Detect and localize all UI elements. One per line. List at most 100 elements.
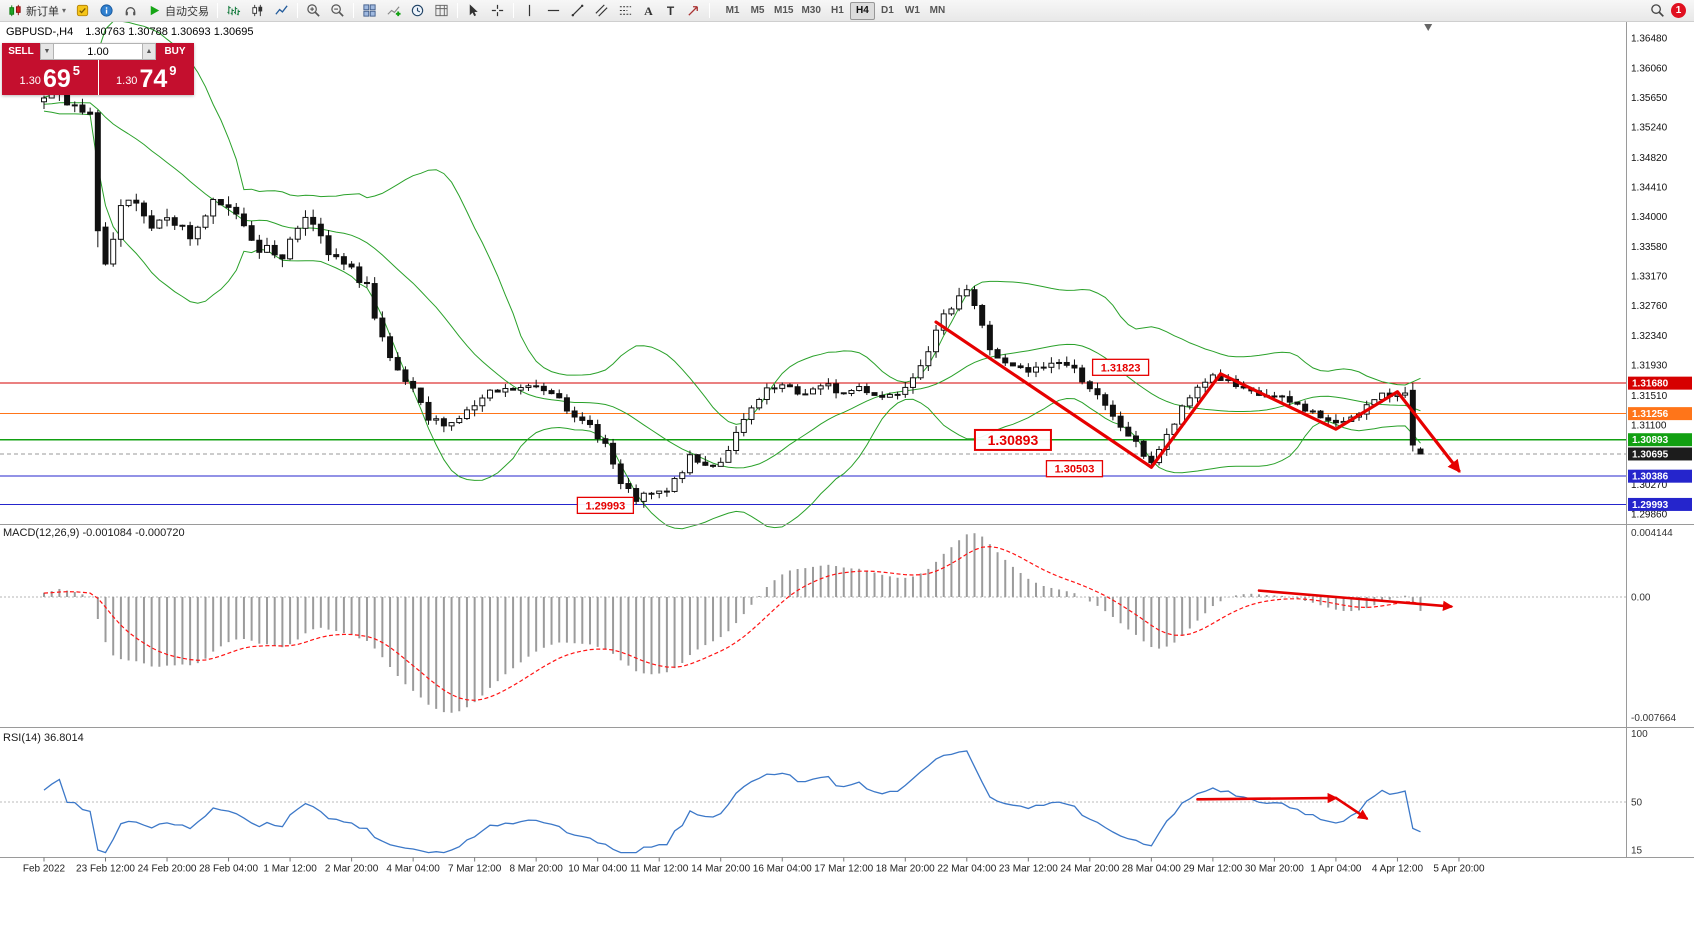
sell-button[interactable]: SELL xyxy=(2,43,40,60)
toolbar-separator xyxy=(353,3,355,18)
svg-text:1.35650: 1.35650 xyxy=(1631,93,1668,104)
svg-text:1.35240: 1.35240 xyxy=(1631,123,1668,134)
svg-text:24 Feb 20:00: 24 Feb 20:00 xyxy=(138,864,197,875)
svg-text:11 Mar 12:00: 11 Mar 12:00 xyxy=(630,864,689,875)
community-button[interactable] xyxy=(95,1,118,21)
svg-text:1.32340: 1.32340 xyxy=(1631,331,1668,342)
lot-stepper-down[interactable]: ▼ xyxy=(40,43,54,60)
svg-text:2 Mar 20:00: 2 Mar 20:00 xyxy=(325,864,379,875)
tf-button-m1[interactable]: M1 xyxy=(725,5,740,16)
svg-text:28 Feb 04:00: 28 Feb 04:00 xyxy=(199,864,258,875)
support-button[interactable] xyxy=(119,1,142,21)
autotrading-label: 自动交易 xyxy=(165,5,210,18)
notification-badge[interactable]: 1 xyxy=(1671,3,1686,18)
sell-price-pips: 69 xyxy=(42,65,71,93)
svg-text:17 Mar 12:00: 17 Mar 12:00 xyxy=(814,864,873,875)
metaeditor-button[interactable] xyxy=(71,1,94,21)
horizontal-line-button[interactable] xyxy=(542,1,565,21)
tf-button-w1[interactable]: W1 xyxy=(904,5,920,16)
bar-chart-icon xyxy=(227,5,241,16)
text-button[interactable]: A xyxy=(638,1,659,21)
price-chart[interactable]: 1.36480 1.36060 1.35650 1.35240 1.34820 1.344… xyxy=(0,22,1694,942)
svg-text:1.30386: 1.30386 xyxy=(1632,472,1669,483)
svg-text:10 Mar 04:00: 10 Mar 04:00 xyxy=(568,864,627,875)
lot-size-input[interactable] xyxy=(54,43,142,60)
svg-text:30 Mar 20:00: 30 Mar 20:00 xyxy=(1245,864,1304,875)
cursor-button[interactable] xyxy=(462,1,485,21)
autotrading-button[interactable]: 自动交易 xyxy=(143,1,213,21)
svg-text:1.36060: 1.36060 xyxy=(1631,64,1668,75)
symbol-period-label: GBPUSD-,H4 xyxy=(6,26,74,38)
rsi-indicator-label: RSI(14) 36.8014 xyxy=(3,732,84,744)
sell-price-base: 1.30 xyxy=(19,75,41,87)
svg-text:1 Apr 04:00: 1 Apr 04:00 xyxy=(1310,864,1362,875)
tf-button-m30[interactable]: M30 xyxy=(801,5,821,16)
tf-button-m5[interactable]: M5 xyxy=(750,5,765,16)
sell-price-point: 5 xyxy=(72,63,80,78)
zoom-in-button[interactable] xyxy=(302,1,325,21)
toolbar-separator xyxy=(709,3,711,18)
chart-bars-button[interactable] xyxy=(222,1,245,21)
buy-price-point: 9 xyxy=(169,63,177,78)
crosshair-button[interactable] xyxy=(486,1,509,21)
svg-text:23 Mar 12:00: 23 Mar 12:00 xyxy=(999,864,1058,875)
svg-text:1.34820: 1.34820 xyxy=(1631,153,1668,164)
tile-windows-button[interactable] xyxy=(358,1,381,21)
tf-button-h4[interactable]: H4 xyxy=(849,1,875,20)
svg-text:1.36480: 1.36480 xyxy=(1631,34,1668,45)
chart-line-button[interactable] xyxy=(270,1,293,21)
new-order-label: 新订单 xyxy=(26,5,59,18)
search-icon[interactable] xyxy=(1650,3,1665,18)
template-grid-icon xyxy=(435,4,448,17)
fibonacci-button[interactable] xyxy=(614,1,637,21)
svg-text:100: 100 xyxy=(1631,729,1648,740)
macd-indicator-label: MACD(12,26,9) -0.001084 -0.000720 xyxy=(3,527,185,539)
svg-text:1.32760: 1.32760 xyxy=(1631,301,1668,312)
svg-text:1.29993: 1.29993 xyxy=(585,500,625,512)
svg-text:15: 15 xyxy=(1631,845,1643,856)
toolbar-separator xyxy=(513,3,515,18)
new-order-button[interactable]: 新订单 ▾ xyxy=(4,1,70,21)
buy-button[interactable]: BUY xyxy=(156,43,194,60)
svg-text:1.31510: 1.31510 xyxy=(1631,391,1668,402)
tf-button-mn[interactable]: MN xyxy=(929,5,946,16)
svg-text:23 Feb 12:00: 23 Feb 12:00 xyxy=(76,864,135,875)
headset-icon xyxy=(125,7,136,16)
cursor-icon xyxy=(469,4,478,17)
tf-button-h1[interactable]: H1 xyxy=(831,5,844,16)
svg-text:22 Mar 04:00: 22 Mar 04:00 xyxy=(937,864,996,875)
toolbar-separator xyxy=(297,3,299,18)
svg-text:1.34000: 1.34000 xyxy=(1631,212,1668,223)
templates-button[interactable] xyxy=(430,1,453,21)
indicators-button[interactable] xyxy=(382,1,405,21)
svg-text:16 Mar 04:00: 16 Mar 04:00 xyxy=(753,864,812,875)
crosshair-icon xyxy=(491,4,504,17)
tf-button-m15[interactable]: M15 xyxy=(774,5,794,16)
svg-text:1.31100: 1.31100 xyxy=(1631,420,1667,431)
channel-button[interactable] xyxy=(590,1,613,21)
fibonacci-icon xyxy=(619,6,632,15)
svg-text:5 Apr 20:00: 5 Apr 20:00 xyxy=(1433,864,1485,875)
arrows-button[interactable] xyxy=(682,1,705,21)
tf-button-d1[interactable]: D1 xyxy=(881,5,894,16)
one-click-trading-panel: SELL ▼ ▲ BUY 1.30 69 5 1.30 74 9 xyxy=(2,43,194,95)
toolbar: 新订单 ▾ 自动交易 xyxy=(0,0,1694,22)
trendline-button[interactable] xyxy=(566,1,589,21)
timeframe-group: M1 M5 M15 M30 H1 H4 D1 W1 MN xyxy=(720,1,950,20)
svg-text:1.29860: 1.29860 xyxy=(1631,510,1668,521)
lot-stepper-up[interactable]: ▲ xyxy=(142,43,156,60)
chart-candles-button[interactable] xyxy=(246,1,269,21)
toolbar-separator xyxy=(457,3,459,18)
one-click-top-row: SELL ▼ ▲ BUY xyxy=(2,43,194,60)
vertical-line-button[interactable] xyxy=(518,1,541,21)
svg-text:18 Mar 20:00: 18 Mar 20:00 xyxy=(876,864,935,875)
svg-text:50: 50 xyxy=(1631,798,1643,809)
arrow-shape-icon xyxy=(688,6,698,16)
zoom-out-button[interactable] xyxy=(326,1,349,21)
periods-button[interactable] xyxy=(406,1,429,21)
svg-text:24 Mar 20:00: 24 Mar 20:00 xyxy=(1060,864,1119,875)
text-label-button[interactable]: T xyxy=(660,1,681,21)
buy-price-pips: 74 xyxy=(139,65,168,93)
buy-price[interactable]: 1.30 74 9 xyxy=(97,60,194,95)
sell-price[interactable]: 1.30 69 5 xyxy=(2,60,98,95)
